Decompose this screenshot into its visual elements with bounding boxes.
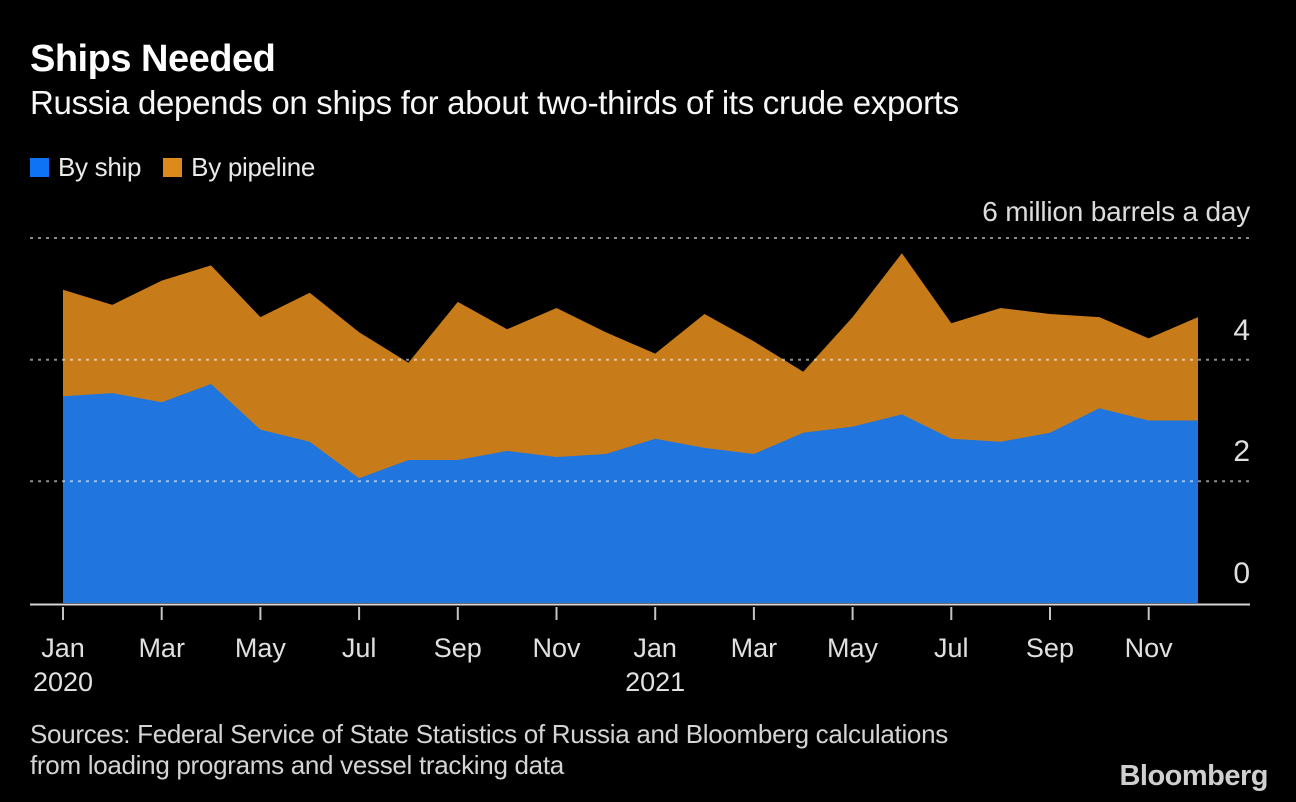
y-axis-label-0: 0 (1233, 557, 1250, 590)
x-axis-year-label: 2021 (625, 667, 686, 697)
legend-item-by-pipeline: By pipeline (163, 152, 315, 183)
chart-subtitle: Russia depends on ships for about two-th… (30, 84, 959, 121)
bloomberg-logo: Bloomberg (1119, 760, 1268, 792)
x-axis-label: May (827, 633, 879, 663)
x-axis-label: Jan (41, 633, 85, 663)
chart-title: Ships Needed (30, 38, 276, 80)
sources-note: Sources: Federal Service of State Statis… (30, 719, 948, 780)
x-axis-label: Nov (1124, 633, 1173, 663)
by-pipeline-label: By pipeline (191, 152, 316, 182)
y-axis-label-4: 4 (1233, 313, 1250, 347)
legend: By ship By pipeline (30, 152, 337, 183)
x-axis-label: Jul (341, 633, 377, 663)
x-axis-label: May (234, 633, 286, 663)
x-axis-label: Nov (532, 633, 581, 663)
x-axis-label: Sep (1025, 633, 1074, 663)
x-axis-label: Jul (933, 633, 969, 663)
x-axis-label: Jan (633, 633, 677, 663)
area-by-ship (63, 384, 1198, 603)
by-ship-swatch-icon (30, 158, 49, 177)
y-axis-unit-label: 6 million barrels a day (982, 196, 1250, 227)
y-axis-label-2: 2 (1233, 435, 1250, 469)
x-axis-label: Sep (433, 633, 482, 663)
x-axis-label: Mar (730, 633, 778, 663)
by-ship-label: By ship (58, 152, 142, 182)
x-axis-label: Mar (138, 633, 185, 663)
legend-item-by-ship: By ship (30, 152, 141, 183)
by-pipeline-swatch-icon (163, 158, 183, 177)
x-axis-year-label: 2020 (32, 667, 94, 697)
